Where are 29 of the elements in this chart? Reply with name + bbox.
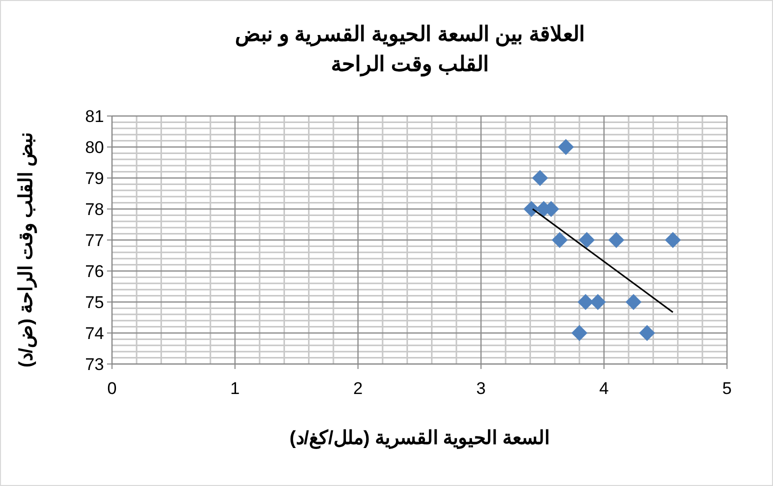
- point: [639, 325, 656, 341]
- point: [578, 232, 595, 248]
- chart-title: العلاقة بين السعة الحيوية القسرية و نبض القلب وقت الراحة: [234, 22, 586, 78]
- x-tick-label: 1: [230, 379, 240, 398]
- y-tick-label: 75: [85, 292, 104, 312]
- y-tick-label: 77: [85, 230, 104, 250]
- y-tick-label: 76: [85, 262, 104, 281]
- point: [578, 294, 594, 310]
- point: [558, 139, 574, 155]
- y-tick-label: 74: [85, 324, 104, 343]
- point: [608, 232, 624, 248]
- point: [626, 294, 642, 310]
- x-tick-label: 2: [353, 379, 363, 398]
- x-tick-label: 4: [599, 379, 609, 398]
- x-axis-title: السعة الحيوية القسرية (ملل/كغ/د): [289, 428, 550, 449]
- point: [532, 170, 548, 186]
- point: [590, 294, 606, 310]
- y-tick-label: 78: [85, 200, 104, 219]
- y-axis-title: نبض القلب وقت الراحة (ض/د): [16, 132, 37, 368]
- y-tick-label: 79: [85, 168, 104, 188]
- y-tick-label: 73: [85, 354, 104, 374]
- point: [571, 325, 588, 341]
- point: [552, 232, 568, 248]
- x-tick-label: 0: [107, 379, 117, 398]
- point: [664, 232, 681, 248]
- x-tick-label: 3: [476, 379, 486, 398]
- x-tick-label: 5: [722, 379, 732, 398]
- y-tick-label: 80: [85, 138, 104, 157]
- y-tick-label: 81: [85, 106, 104, 126]
